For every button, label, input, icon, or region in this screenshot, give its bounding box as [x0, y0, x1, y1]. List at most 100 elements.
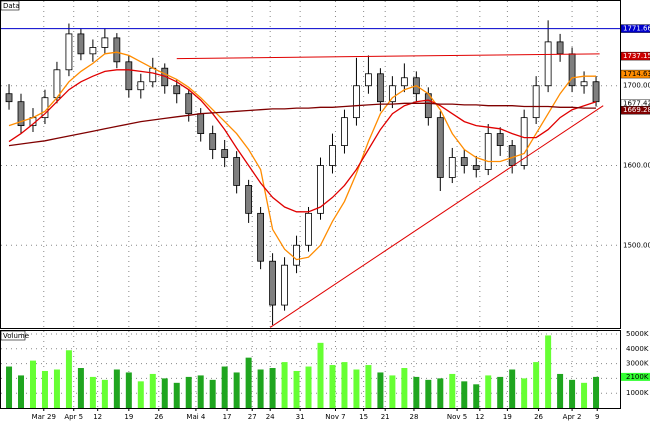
volume-bar [113, 369, 120, 408]
volume-title-box [0, 330, 26, 341]
volume-bar [581, 382, 588, 408]
volume-bar [173, 382, 180, 408]
x-tick-label: 24 [266, 413, 275, 421]
candle-body [377, 73, 384, 103]
candle-body [472, 165, 480, 170]
y-tick-label: 4000K [626, 345, 649, 353]
candle-body [329, 145, 336, 166]
volume-title: Volume [3, 332, 29, 340]
candle-body [341, 117, 348, 146]
volume-label-box [621, 372, 650, 381]
volume-bar [293, 370, 300, 408]
volume-bar [269, 368, 276, 408]
volume-bar [233, 372, 240, 408]
volume-bar [245, 357, 252, 408]
chart-title: Data [3, 2, 20, 10]
volume-bar [317, 342, 324, 408]
candle-body [365, 73, 372, 87]
trend-line [176, 53, 600, 60]
volume-panel [0, 330, 621, 409]
x-tick-label: 31 [296, 413, 305, 421]
volume-bar [77, 368, 84, 408]
candle-body [233, 157, 241, 186]
volume-bar [521, 378, 528, 408]
volume-bar [341, 362, 348, 408]
candle-body [209, 133, 217, 150]
candle-body [269, 260, 276, 306]
price-label: 1669.28 [623, 106, 650, 114]
candle-body [41, 97, 49, 119]
candle-body [520, 117, 528, 166]
y-tick-label: 1700.00 [623, 82, 650, 90]
candle-body [125, 61, 133, 91]
candle-body [53, 69, 61, 99]
volume-bar [149, 373, 156, 408]
candle-body [65, 33, 73, 71]
x-tick-label: 19 [124, 413, 133, 421]
candle-body [197, 113, 205, 134]
x-tick-label: 21 [381, 413, 390, 421]
candle-body [544, 41, 552, 87]
volume-bar [281, 362, 288, 408]
price-panel [0, 0, 621, 329]
volume-bar [497, 376, 504, 408]
candle-body [484, 133, 492, 170]
y-tick-label: 1600.00 [623, 161, 650, 169]
price-label-box [620, 24, 650, 33]
volume-bar [257, 369, 264, 408]
volume-bar [437, 378, 444, 408]
price-label-box [620, 51, 650, 61]
candle-body [508, 145, 516, 166]
volume-bar [65, 350, 72, 408]
x-tick-label: Mai 4 [186, 413, 205, 421]
candle-body [592, 81, 600, 103]
candle-body [460, 157, 468, 166]
moving-average [8, 102, 596, 147]
candle-body [17, 101, 25, 127]
candle-body [388, 85, 396, 103]
candle-body [137, 81, 145, 91]
volume-bar [197, 375, 204, 408]
candle-body [101, 37, 109, 48]
volume-bar [18, 375, 25, 408]
x-tick-label: 12 [475, 413, 484, 421]
volume-bar [221, 366, 228, 408]
candle-body [245, 185, 253, 214]
volume-bar [137, 381, 144, 408]
y-tick-label: 3000K [626, 360, 649, 368]
price-label-box [620, 69, 650, 79]
candle-body [448, 157, 456, 178]
volume-bar [425, 379, 432, 408]
volume-bar [485, 375, 492, 408]
candle-body [281, 264, 288, 306]
volume-bar [41, 370, 48, 408]
price-label: 1771.66 [623, 25, 650, 33]
x-tick-label: 15 [359, 413, 368, 421]
x-tick-label: Nov 5 [447, 413, 467, 421]
candle-body [556, 41, 564, 55]
price-label: 1714.63 [623, 70, 650, 78]
volume-bar [377, 372, 384, 408]
candle-body [89, 47, 97, 55]
volume-bar [89, 376, 96, 408]
volume-bar [101, 379, 108, 408]
candle-body [400, 77, 408, 87]
volume-bar [209, 379, 216, 408]
y-tick-label: 1500.00 [623, 241, 650, 249]
candle-body [5, 93, 13, 103]
volume-bar [125, 372, 132, 408]
candle-body [221, 149, 229, 158]
candle-body [173, 85, 181, 95]
volume-bar [365, 365, 372, 408]
candle-body [257, 212, 265, 262]
candle-body [305, 212, 312, 246]
volume-bar [449, 373, 456, 408]
price-label-box [620, 106, 650, 115]
volume-bar [53, 369, 60, 408]
volume-bar [557, 373, 564, 408]
candle-body [580, 81, 588, 87]
x-tick-label: 27 [248, 413, 257, 421]
volume-bar [569, 379, 576, 408]
volume-bar [413, 376, 420, 408]
